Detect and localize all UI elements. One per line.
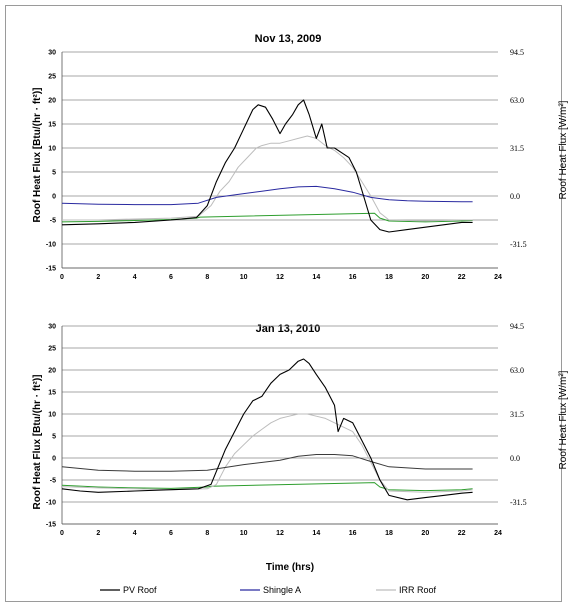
- legend-pv-roof-label: PV Roof: [123, 585, 157, 595]
- chart-2-xtick: 10: [240, 530, 248, 537]
- chart-1-ytick: -5: [50, 218, 56, 225]
- chart-2-series-irr-roof: [61, 413, 473, 493]
- chart-1-xtick: 10: [240, 274, 248, 281]
- chart-1-series-pv-roof: [61, 99, 473, 233]
- chart-2-ytick: -5: [50, 478, 56, 485]
- chart-1-xtick: 24: [494, 274, 502, 281]
- chart-2-xtick: 16: [349, 530, 357, 537]
- chart-2-xlabel: Time (hrs): [266, 562, 314, 573]
- chart-1-y2label: Roof Heat Flux [W/m²]: [558, 100, 569, 199]
- chart-1-ytick: 20: [48, 98, 56, 105]
- legend-irr-roof-label: IRR Roof: [399, 585, 437, 595]
- chart-1-xtick: 14: [312, 274, 320, 281]
- chart-2-xtick: 22: [458, 530, 466, 537]
- chart-2-xtick: 8: [205, 530, 209, 537]
- chart-1-ytick: -10: [46, 242, 56, 249]
- chart-1-ytick: 0: [52, 194, 56, 201]
- chart-1-xtick: 22: [458, 274, 466, 281]
- chart-2-ytick: -15: [46, 522, 56, 529]
- chart-1-xtick: 8: [205, 274, 209, 281]
- chart-2-xtick: 24: [494, 530, 502, 537]
- chart-1-y2tick: 94.5: [510, 48, 524, 57]
- chart-2-xtick: 6: [169, 530, 173, 537]
- chart-1-xtick: 2: [96, 274, 100, 281]
- chart-2-y2tick: 63.0: [510, 366, 524, 375]
- chart-2-ytick: 20: [48, 368, 56, 375]
- chart-2-title: Jan 13, 2010: [256, 323, 321, 335]
- chart-2-ytick: 0: [52, 456, 56, 463]
- chart-2-ytick: 5: [52, 434, 56, 441]
- chart-2-xtick: 4: [133, 530, 137, 537]
- chart-1-xtick: 0: [60, 274, 64, 281]
- chart-2-ytick: 10: [48, 412, 56, 419]
- chart-2-xtick: 20: [421, 530, 429, 537]
- legend: PV Roof Shingle A IRR Roof: [100, 585, 437, 595]
- chart-1-series-unlabeled: [61, 212, 473, 223]
- chart-1-xtick: 16: [349, 274, 357, 281]
- chart-2-ylabel: Roof Heat Flux [Btu/(hr · ft²)]: [32, 375, 43, 510]
- chart-1-y2tick: 31.5: [510, 144, 524, 153]
- chart-1-title: Nov 13, 2009: [255, 33, 322, 45]
- chart-2-xtick: 14: [312, 530, 320, 537]
- chart-2-series-pv-roof: [61, 358, 473, 501]
- chart-2-y2tick: 31.5: [510, 410, 524, 419]
- chart-2-series-unlabeled: [61, 482, 473, 492]
- chart-1-xtick: 12: [276, 274, 284, 281]
- chart-2-xtick: 18: [385, 530, 393, 537]
- chart-1-ylabel: Roof Heat Flux [Btu/(hr · ft²)]: [32, 88, 43, 223]
- chart-1-ytick: 10: [48, 146, 56, 153]
- chart-1-ytick: 15: [48, 122, 56, 129]
- chart-1-xtick: 4: [133, 274, 137, 281]
- chart-1-y2tick: 63.0: [510, 96, 524, 105]
- chart-1-ytick: -15: [46, 266, 56, 273]
- chart-2-xtick: 0: [60, 530, 64, 537]
- legend-shingle-a-label: Shingle A: [263, 585, 301, 595]
- chart-2-xtick: 12: [276, 530, 284, 537]
- chart-1-xtick: 6: [169, 274, 173, 281]
- chart-2-ytick: 25: [48, 346, 56, 353]
- chart-2-ytick: 15: [48, 390, 56, 397]
- figure-frame: [5, 5, 562, 602]
- chart-1-ytick: 5: [52, 170, 56, 177]
- chart-1-xtick: 20: [421, 274, 429, 281]
- chart-1-y2tick: 0.0: [510, 192, 520, 201]
- chart-2-xtick: 2: [96, 530, 100, 537]
- chart-1-ytick: 30: [48, 50, 56, 57]
- chart-2-y2tick: 94.5: [510, 322, 524, 331]
- chart-1-y2tick: -31.5: [510, 240, 527, 249]
- chart-2-y2tick: -31.5: [510, 498, 527, 507]
- chart-1-ytick: 25: [48, 74, 56, 81]
- chart-2-y2tick: 0.0: [510, 454, 520, 463]
- chart-1-series-irr-roof: [62, 135, 473, 222]
- chart-2-y2label: Roof Heat Flux [W/m²]: [558, 370, 569, 469]
- chart-2-series-shingle-a: [61, 454, 473, 472]
- chart-1-xtick: 18: [385, 274, 393, 281]
- chart-2-ytick: -10: [46, 500, 56, 507]
- chart-1-series-shingle-a: [61, 185, 473, 206]
- chart-2-ytick: 30: [48, 324, 56, 331]
